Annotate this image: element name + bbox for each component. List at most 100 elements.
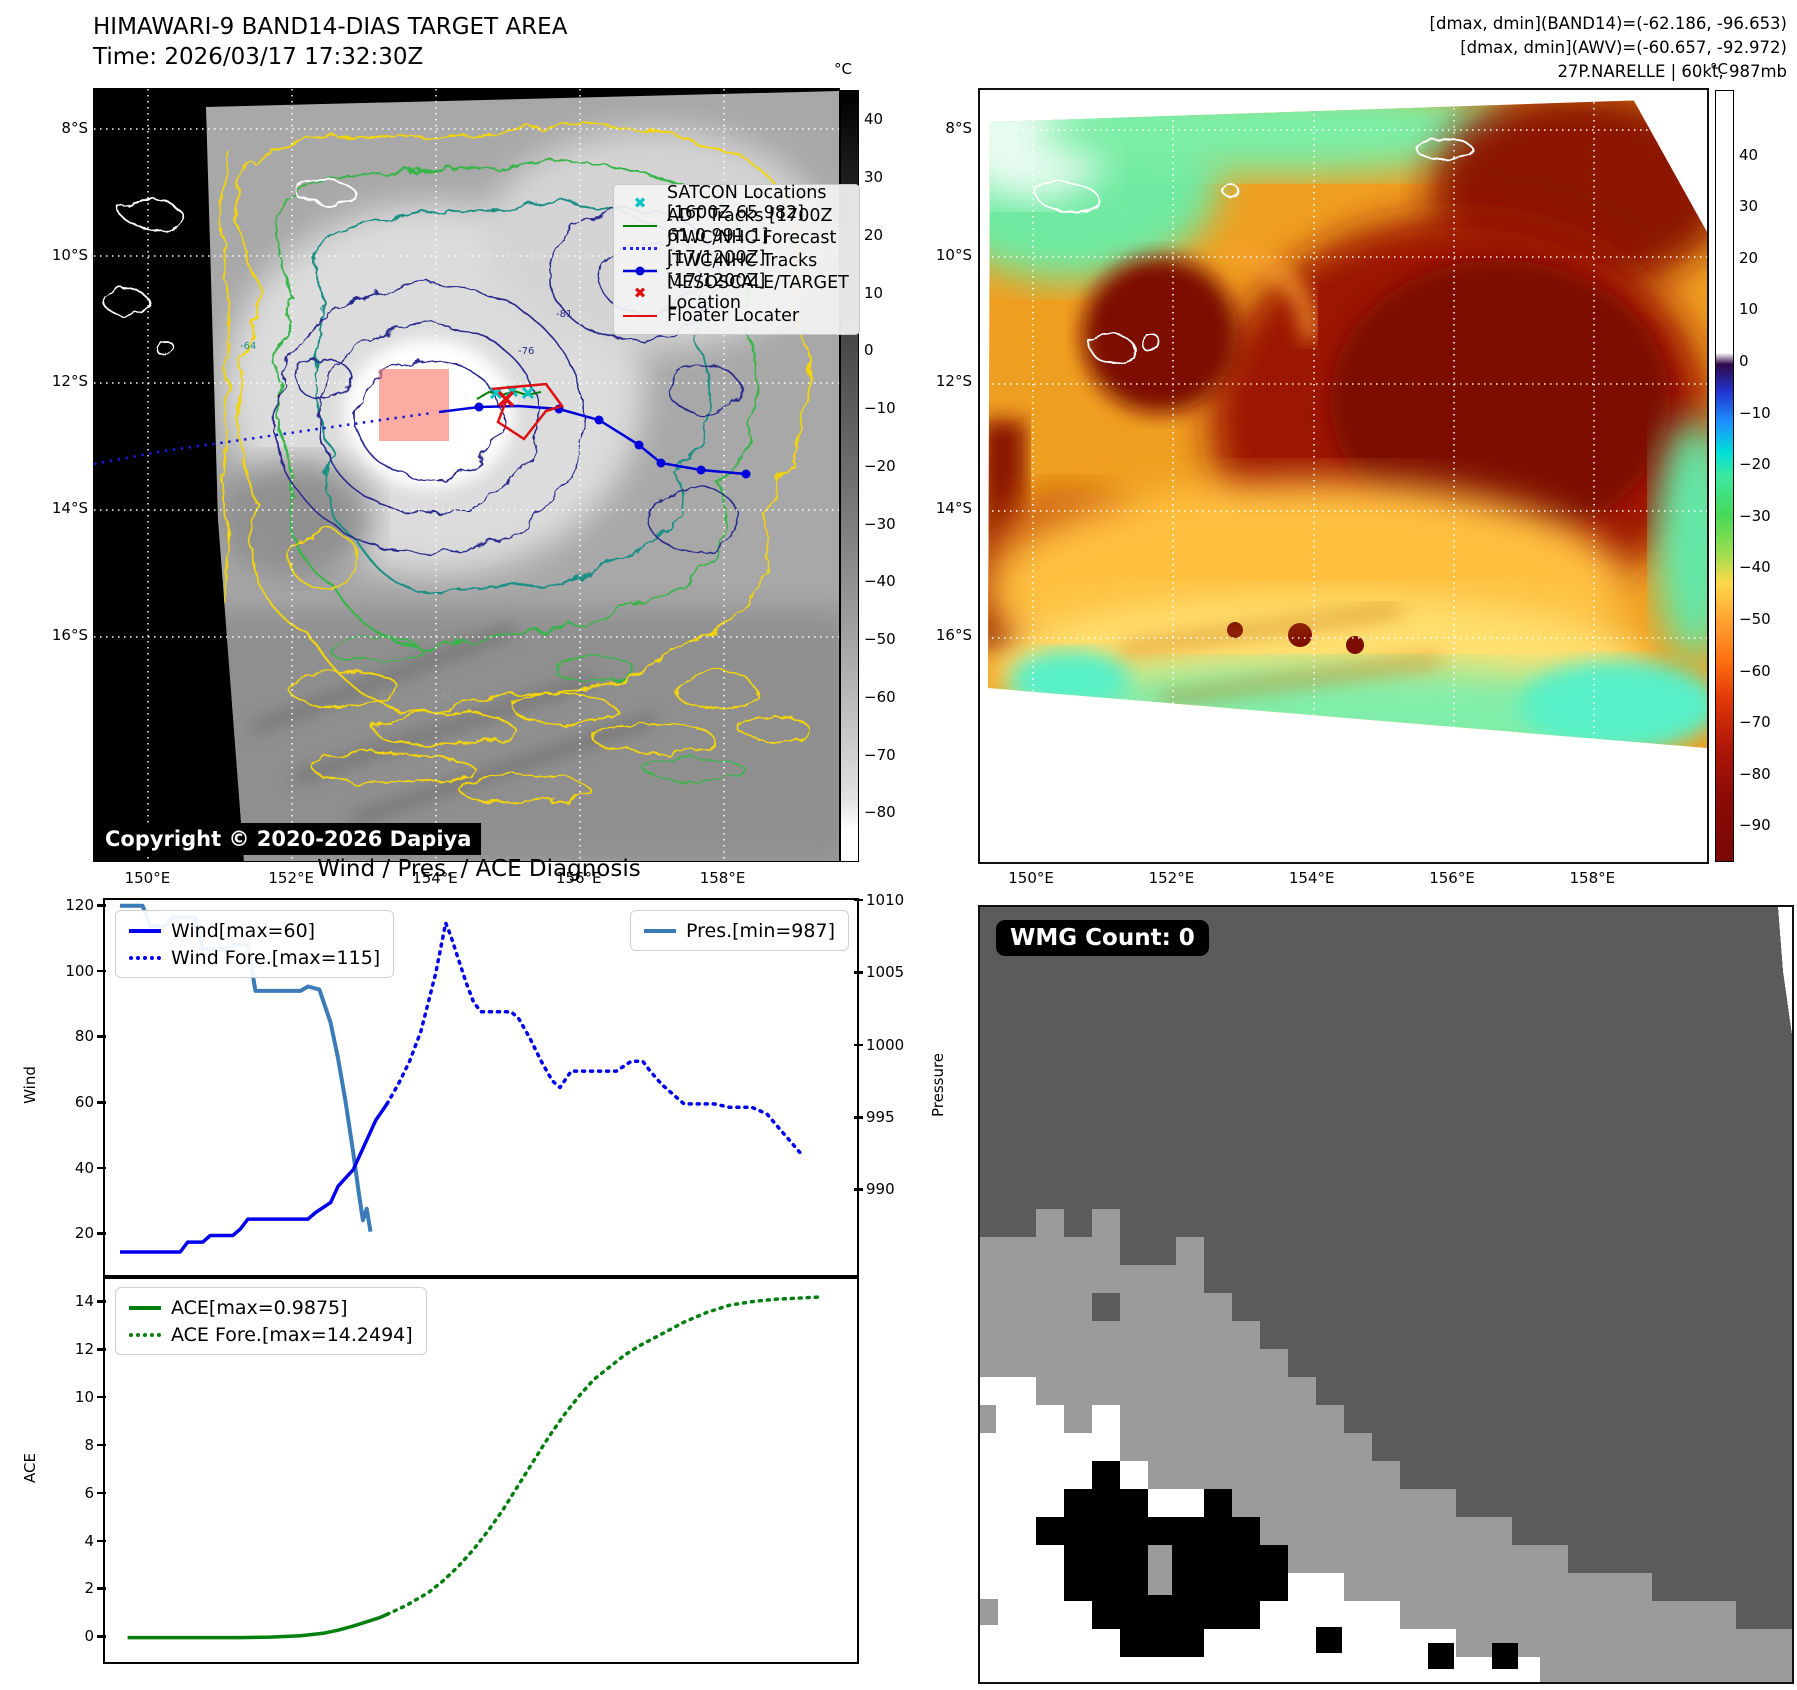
lat-tick-label: 16°S [935, 625, 972, 644]
colorbar-tick-label: 40 [1739, 145, 1759, 164]
ace-tick-label: 10 [74, 1387, 107, 1406]
edge-cutout [1778, 907, 1792, 1035]
wind-tick-label: 80 [74, 1027, 107, 1046]
legend-label: MESOSCALE/TARGET Location [667, 273, 849, 314]
ace-axis-ticks: 14 12 10 8 6 4 2 0 [50, 1277, 107, 1660]
svg-text:-76: -76 [518, 346, 534, 357]
colorbar-unit: °C [834, 60, 852, 78]
mesoscale-target-marker [497, 390, 515, 408]
legend-label: ACE Fore.[max=14.2494] [171, 1323, 413, 1346]
target-area-box [379, 369, 449, 441]
colorbar-tick-label: 10 [1739, 300, 1759, 319]
tl-lon-axis: 150°E 152°E 154°E 156°E 158°E [93, 869, 838, 889]
wind-series [120, 1102, 389, 1254]
legend-row: JTWC/NHC Tracks [17/1200Z] [622, 251, 849, 291]
colorbar-tick-label: −40 [1739, 558, 1771, 577]
legend-row: ADT Tracks [1700Z 61.0 991.1] [622, 206, 849, 246]
ace-tick-label: 4 [84, 1531, 106, 1550]
lon-tick-label: 156°E [1429, 869, 1475, 887]
wind-tick-label: 60 [74, 1093, 107, 1111]
svg-text:-64: -64 [240, 341, 256, 352]
legend-row: Floater Locater [622, 305, 849, 328]
lon-tick-label: 154°E [412, 869, 458, 887]
ace-tick-label: 12 [74, 1340, 107, 1358]
ace-plot-area [127, 1295, 822, 1640]
colorbar-tick-label: 0 [864, 341, 874, 360]
color-ir-imagery [988, 98, 1707, 748]
lon-tick-label: 152°E [1148, 869, 1195, 887]
pressure-tick-label: 990 [854, 1180, 895, 1199]
colorbar-tick-label: 30 [864, 168, 884, 186]
floater-locater-line [491, 382, 565, 441]
satellite-product-title: HIMAWARI-9 BAND14-DIAS TARGET AREA [93, 14, 568, 40]
legend-label: Wind Fore.[max=115] [171, 946, 381, 969]
jtwc-forecast-track-line [94, 411, 433, 466]
colorbar-tick-label: −10 [1739, 403, 1771, 422]
pressure-tick-label: 1005 [853, 963, 905, 982]
satellite-time: Time: 2026/03/17 17:32:30Z [93, 44, 424, 70]
colorbar-tick-label: −30 [1739, 506, 1771, 525]
colorbar-tick-label: −80 [864, 803, 896, 822]
enhanced-ir-colorbar [1715, 90, 1734, 862]
mesoscale-x-icon: ✖ [633, 283, 647, 302]
dmax-dmin-awv: [dmax, dmin](AWV)=(-60.657, -92.972) [1460, 38, 1787, 57]
wind-legend: Wind[max=60] Wind Fore.[max=115] [115, 910, 395, 978]
legend-row: JTWC/NHC Forecast [17/1200Z] [622, 228, 849, 268]
colorbar-tick-label: 20 [864, 225, 884, 244]
wmg-panel: WMG Count: 0 [978, 905, 1794, 1684]
legend-row: ✖ MESOSCALE/TARGET Location [622, 273, 849, 313]
svg-text:-37: -37 [436, 691, 452, 702]
pressure-tick-label: 1010 [853, 890, 905, 909]
pressure-axis-ticks: 1010 1005 1000 995 990 [853, 891, 916, 1273]
legend-label: Floater Locater [667, 305, 800, 326]
ace-forecast-series [385, 1295, 822, 1617]
lat-tick-label: 12°S [51, 372, 88, 391]
colorbar-tick-label: −50 [1739, 609, 1771, 628]
wmg-count-badge: WMG Count: 0 [996, 920, 1209, 956]
satcon-x-icon: ✖ [633, 193, 647, 212]
forecast-dotted-line-icon [622, 246, 658, 250]
legend-row: ✖ SATCON Locations [1600Z 65 982] [622, 183, 849, 223]
pressure-legend: Pres.[min=987] [630, 910, 849, 951]
colorbar-tick-label: 30 [1739, 197, 1759, 216]
contour-value-labels: -81 -76 -64 -37 [240, 309, 572, 702]
ace-tick-label: 0 [84, 1627, 106, 1646]
lon-tick-label: 154°E [1288, 869, 1335, 887]
wind-forecast-series [385, 921, 803, 1156]
lat-tick-label: 10°S [935, 245, 972, 264]
colorbar-unit: °C [1710, 60, 1728, 78]
colorbar-tick-label: −40 [864, 572, 896, 591]
wind-axis-ticks: 120 100 80 60 40 20 [50, 896, 107, 1273]
legend-label: Pres.[min=987] [686, 919, 835, 942]
colorbar-tick-label: 40 [864, 110, 884, 129]
colorbar-tick-label: −60 [1739, 661, 1771, 680]
ace-legend: ACE[max=0.9875] ACE Fore.[max=14.2494] [115, 1287, 427, 1355]
legend-label: SATCON Locations [1600Z 65 982] [667, 183, 827, 224]
lat-tick-label: 8°S [945, 119, 972, 138]
colorbar-tick-label: −10 [864, 399, 896, 417]
legend-label: JTWC/NHC Forecast [17/1200Z] [667, 228, 837, 269]
lon-tick-label: 158°E [1569, 869, 1616, 887]
lon-tick-label: 150°E [1008, 869, 1054, 887]
colorbar-tick-label: −60 [864, 687, 896, 706]
enhanced-ir-map-plot [978, 88, 1709, 864]
pressure-axis-label: Pressure [929, 1052, 947, 1118]
tl-colorbar-ticks: 40 30 20 10 0 −10 −20 −30 −40 −50 −60 −70 −80 [864, 90, 914, 860]
colorbar-tick-label: −70 [864, 745, 896, 764]
lat-tick-label: 14°S [51, 498, 88, 517]
tr-lat-axis: 8°S 10°S 12°S 14°S 16°S [926, 88, 972, 860]
storm-id-intensity: 27P.NARELLE | 60kt, 987mb [1557, 62, 1787, 81]
ace-tick-label: 8 [84, 1435, 106, 1454]
ace-line-icon [129, 1305, 161, 1310]
diagnosis-chart-title: Wind / Pres. / ACE Diagnosis [317, 856, 641, 882]
colorbar-tick-label: −30 [864, 514, 896, 533]
wind-tick-label: 100 [65, 961, 106, 980]
panel-title: HIMAWARI-9 BAND14-DIAS TARGET AREA Time:… [93, 12, 567, 72]
lat-lon-grid [94, 89, 839, 861]
ace-tick-label: 14 [74, 1292, 107, 1311]
colorbar-tick-label: 10 [864, 283, 884, 302]
colorbar-tick-label: −70 [1739, 713, 1771, 732]
pressure-line-icon [644, 928, 676, 933]
wind-forecast-dotted-icon [129, 955, 161, 960]
